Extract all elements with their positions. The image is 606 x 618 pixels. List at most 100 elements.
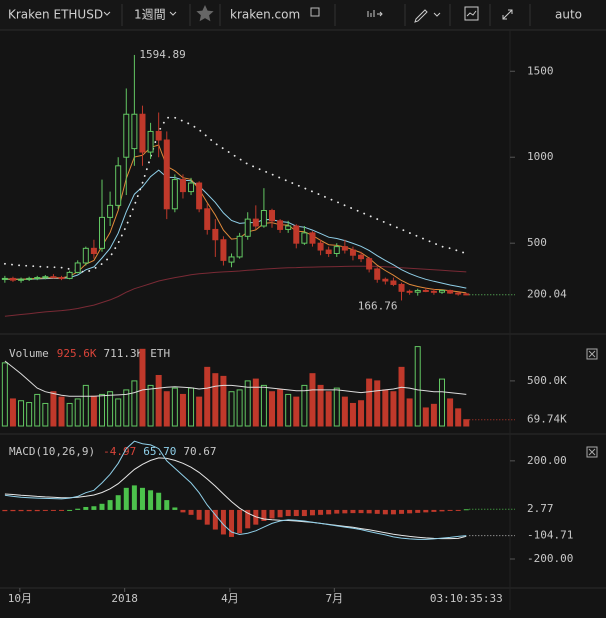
candle-body	[179, 179, 186, 193]
candle-body	[414, 289, 421, 293]
candle-body	[74, 262, 81, 273]
candle-body	[285, 225, 292, 230]
fullscreen-icon[interactable]	[502, 9, 513, 20]
candle-body	[406, 290, 413, 293]
candle-body	[115, 165, 122, 206]
last-histogram-label: 2.77	[527, 502, 554, 515]
macd-histogram-bar	[261, 509, 267, 521]
candle-body	[366, 258, 373, 270]
volume-bar	[220, 375, 227, 427]
volume-bar	[74, 398, 81, 427]
candle-body	[90, 247, 97, 254]
volume-bar	[293, 396, 300, 427]
volume-bar	[455, 408, 462, 427]
drawing-tool-icon[interactable]	[414, 9, 441, 23]
volume-bar	[414, 346, 421, 427]
volume-bar	[131, 380, 138, 427]
macd-histogram-bar	[382, 509, 388, 515]
volume-bar	[66, 402, 73, 427]
macd-histogram-bar	[269, 509, 275, 519]
candle-body	[9, 277, 16, 281]
macd-histogram-bar	[59, 509, 65, 511]
macd-histogram-bar	[26, 509, 32, 512]
candle-body	[188, 182, 195, 193]
macd-histogram-bar	[309, 509, 315, 516]
volume-bar	[26, 402, 33, 427]
close-box[interactable]	[586, 446, 598, 458]
site-link[interactable]: kraken.com	[230, 8, 300, 22]
volume-bar	[212, 373, 219, 427]
macd-histogram-bar	[277, 509, 283, 518]
signal-line	[4, 457, 467, 540]
moving-average	[4, 116, 468, 274]
countdown-bg	[426, 591, 507, 607]
macd-histogram-bar	[172, 507, 178, 510]
scale-mode-button[interactable]: auto	[555, 8, 582, 22]
toolbar-bg	[0, 0, 606, 30]
volume-bar	[123, 389, 130, 427]
volume-bar	[171, 387, 178, 427]
macd-histogram-bar	[407, 509, 413, 514]
close-box[interactable]	[586, 348, 598, 360]
candle-body	[155, 130, 162, 141]
volume-bar	[163, 391, 170, 427]
y-tick-label: 1000	[527, 150, 554, 163]
volume-bar	[333, 387, 340, 427]
candle-body	[228, 256, 235, 263]
volume-bar	[107, 391, 114, 427]
macd-histogram-bar	[220, 509, 226, 535]
close-macd-button[interactable]	[586, 446, 598, 458]
legend-value: 65.70	[143, 445, 176, 458]
indicators-icon[interactable]	[464, 6, 479, 21]
candle-body	[422, 289, 429, 292]
countdown: 03:10:35:33	[430, 592, 503, 605]
volume-bar	[382, 389, 389, 427]
candle-body	[277, 220, 284, 230]
candle-body	[463, 293, 470, 296]
candle-body	[341, 246, 348, 251]
interval-button[interactable]: 1週間	[134, 8, 166, 22]
macd-histogram-bar	[42, 509, 48, 511]
macd-histogram-bar	[237, 509, 243, 534]
macd-histogram-bar	[301, 509, 307, 517]
volume-bar	[50, 391, 57, 427]
macd-histogram-bar	[204, 509, 210, 525]
macd-histogram-bar	[390, 509, 396, 515]
volume-bar	[366, 378, 373, 427]
close-x	[588, 350, 596, 358]
macd-histogram-bar	[212, 509, 218, 530]
volume-bar	[244, 380, 251, 427]
candle-body	[1, 277, 8, 280]
macd-histogram-bar	[50, 509, 56, 511]
volume-ma	[4, 360, 467, 397]
favorite-star[interactable]	[196, 5, 214, 22]
macd-histogram-bar	[83, 506, 89, 510]
volume-bar	[42, 402, 49, 427]
pane-title: MACD(10,26,9)	[9, 445, 95, 458]
volume-bar	[349, 402, 356, 427]
volume-bar	[439, 378, 445, 427]
volume-bar	[277, 389, 284, 427]
candle-body	[430, 290, 437, 293]
macd-histogram-bar	[326, 509, 332, 515]
macd-histogram-bar	[196, 509, 202, 520]
volume-bar	[422, 407, 429, 427]
symbol-button[interactable]: Kraken ETHUSD	[8, 8, 103, 22]
volume-bar	[204, 366, 211, 427]
macd-histogram-bar	[285, 509, 291, 517]
macd-histogram-bar	[399, 509, 405, 514]
chart-type-icon[interactable]	[367, 10, 383, 17]
macd-histogram-bar	[342, 509, 348, 514]
volume-bar	[374, 380, 381, 427]
macd-histogram-bar	[188, 509, 194, 515]
legend-value: ETH	[150, 347, 170, 360]
x-tick-label: 7月	[326, 592, 344, 605]
close-volume-button[interactable]	[586, 348, 598, 360]
candle-body	[439, 289, 445, 293]
candle-body	[66, 271, 73, 279]
legend-value: 711.3K	[104, 347, 144, 360]
high-label: 1594.89	[139, 48, 185, 61]
candle-body	[349, 249, 356, 256]
volume-bar	[155, 374, 162, 427]
macd-histogram-bar	[245, 509, 251, 529]
